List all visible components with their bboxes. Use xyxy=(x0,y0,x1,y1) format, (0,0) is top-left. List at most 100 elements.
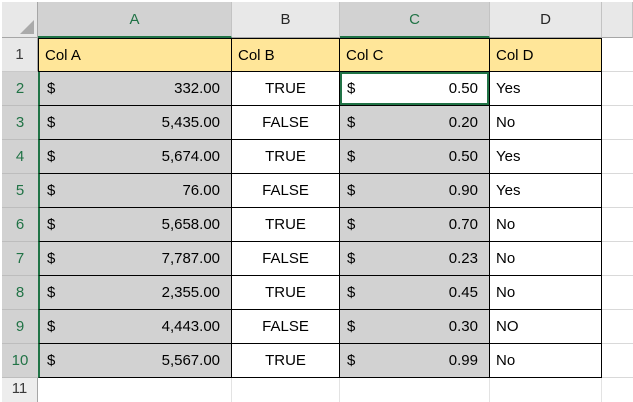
cell-value: 5,435.00 xyxy=(161,114,220,131)
currency-symbol: $ xyxy=(347,148,356,165)
cell-a5[interactable]: $ 76.00 xyxy=(38,174,232,208)
cell-d7[interactable]: No xyxy=(490,242,602,276)
cell-e2[interactable] xyxy=(602,72,633,106)
cell-d11[interactable] xyxy=(490,378,602,402)
cell-value: 5,674.00 xyxy=(161,148,220,165)
column-header-d[interactable]: D xyxy=(490,2,602,38)
currency-symbol: $ xyxy=(47,318,56,335)
cell-d9[interactable]: NO xyxy=(490,310,602,344)
cell-c9[interactable]: $ 0.30 xyxy=(340,310,490,344)
cell-a11[interactable] xyxy=(38,378,232,402)
cell-d2[interactable]: Yes xyxy=(490,72,602,106)
column-header-b[interactable]: B xyxy=(232,2,340,38)
cell-b10[interactable]: TRUE xyxy=(232,344,340,378)
cell-e9[interactable] xyxy=(602,310,633,344)
cell-value: 0.50 xyxy=(448,80,478,97)
currency-symbol: $ xyxy=(47,250,56,267)
currency-symbol: $ xyxy=(47,114,56,131)
row-header-10[interactable]: 10 xyxy=(2,344,38,378)
cell-value: 5,658.00 xyxy=(161,216,220,233)
cell-b6[interactable]: TRUE xyxy=(232,208,340,242)
cell-d1[interactable]: Col D xyxy=(490,38,602,72)
currency-symbol: $ xyxy=(47,284,56,301)
cell-value: 0.20 xyxy=(448,114,478,131)
cell-b5[interactable]: FALSE xyxy=(232,174,340,208)
cell-c4[interactable]: $ 0.50 xyxy=(340,140,490,174)
row-header-6[interactable]: 6 xyxy=(2,208,38,242)
cell-b8[interactable]: TRUE xyxy=(232,276,340,310)
cell-value: 5,567.00 xyxy=(161,352,220,369)
cell-c2-active[interactable]: $ 0.50 xyxy=(340,72,490,106)
cell-a1[interactable]: Col A xyxy=(38,38,232,72)
currency-symbol: $ xyxy=(347,216,356,233)
row-header-11[interactable]: 11 xyxy=(2,378,38,402)
cell-d10[interactable]: No xyxy=(490,344,602,378)
cell-a4[interactable]: $ 5,674.00 xyxy=(38,140,232,174)
cell-b2[interactable]: TRUE xyxy=(232,72,340,106)
cell-c5[interactable]: $ 0.90 xyxy=(340,174,490,208)
cell-a3[interactable]: $ 5,435.00 xyxy=(38,106,232,140)
currency-symbol: $ xyxy=(47,216,56,233)
currency-symbol: $ xyxy=(47,80,56,97)
cell-a9[interactable]: $ 4,443.00 xyxy=(38,310,232,344)
cell-b1[interactable]: Col B xyxy=(232,38,340,72)
cell-c8[interactable]: $ 0.45 xyxy=(340,276,490,310)
row-header-5[interactable]: 5 xyxy=(2,174,38,208)
cell-b4[interactable]: TRUE xyxy=(232,140,340,174)
cell-e6[interactable] xyxy=(602,208,633,242)
cell-e5[interactable] xyxy=(602,174,633,208)
cell-d5[interactable]: Yes xyxy=(490,174,602,208)
row-header-3[interactable]: 3 xyxy=(2,106,38,140)
cell-a7[interactable]: $ 7,787.00 xyxy=(38,242,232,276)
cell-value: 332.00 xyxy=(174,80,220,97)
currency-symbol: $ xyxy=(47,352,56,369)
row-header-9[interactable]: 9 xyxy=(2,310,38,344)
cell-e4[interactable] xyxy=(602,140,633,174)
cell-value: 0.30 xyxy=(448,318,478,335)
cell-e8[interactable] xyxy=(602,276,633,310)
column-header-a[interactable]: A xyxy=(38,2,232,38)
cell-b9[interactable]: FALSE xyxy=(232,310,340,344)
row-header-2[interactable]: 2 xyxy=(2,72,38,106)
currency-symbol: $ xyxy=(347,250,356,267)
column-header-c[interactable]: C xyxy=(340,2,490,38)
cell-value: 0.50 xyxy=(448,148,478,165)
cell-value: 0.70 xyxy=(448,216,478,233)
cell-value: 76.00 xyxy=(182,182,220,199)
cell-c1[interactable]: Col C xyxy=(340,38,490,72)
cell-e10[interactable] xyxy=(602,344,633,378)
cell-d6[interactable]: No xyxy=(490,208,602,242)
cell-c3[interactable]: $ 0.20 xyxy=(340,106,490,140)
cell-d8[interactable]: No xyxy=(490,276,602,310)
currency-symbol: $ xyxy=(347,182,356,199)
cell-e7[interactable] xyxy=(602,242,633,276)
row-header-7[interactable]: 7 xyxy=(2,242,38,276)
select-all-button[interactable] xyxy=(2,2,38,38)
cell-d4[interactable]: Yes xyxy=(490,140,602,174)
cell-a8[interactable]: $ 2,355.00 xyxy=(38,276,232,310)
cell-e1[interactable] xyxy=(602,38,633,72)
cell-a2[interactable]: $ 332.00 xyxy=(38,72,232,106)
row-header-8[interactable]: 8 xyxy=(2,276,38,310)
row-header-1[interactable]: 1 xyxy=(2,38,38,72)
row-header-4[interactable]: 4 xyxy=(2,140,38,174)
cell-c6[interactable]: $ 0.70 xyxy=(340,208,490,242)
cell-c11[interactable] xyxy=(340,378,490,402)
cell-e3[interactable] xyxy=(602,106,633,140)
currency-symbol: $ xyxy=(347,318,356,335)
cell-c10[interactable]: $ 0.99 xyxy=(340,344,490,378)
cell-b7[interactable]: FALSE xyxy=(232,242,340,276)
cell-b3[interactable]: FALSE xyxy=(232,106,340,140)
cell-a10[interactable]: $ 5,567.00 xyxy=(38,344,232,378)
cell-d3[interactable]: No xyxy=(490,106,602,140)
cell-value: 0.99 xyxy=(448,352,478,369)
cell-b11[interactable] xyxy=(232,378,340,402)
cell-a6[interactable]: $ 5,658.00 xyxy=(38,208,232,242)
currency-symbol: $ xyxy=(47,148,56,165)
cell-e11[interactable] xyxy=(602,378,633,402)
currency-symbol: $ xyxy=(47,182,56,199)
column-header-e[interactable] xyxy=(602,2,633,38)
cell-c7[interactable]: $ 0.23 xyxy=(340,242,490,276)
cell-value: 4,443.00 xyxy=(161,318,220,335)
